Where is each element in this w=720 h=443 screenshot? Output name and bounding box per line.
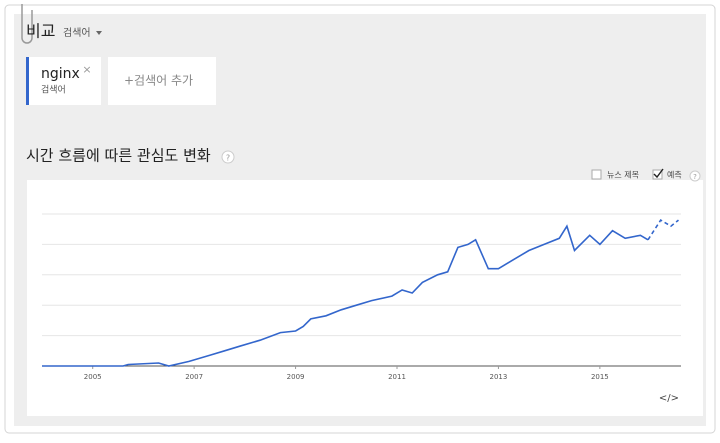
add-term-card[interactable]: [108, 57, 216, 105]
term-name: nginx: [41, 66, 80, 82]
x-tick-label: 2015: [591, 373, 609, 381]
term-card[interactable]: [26, 57, 101, 105]
embed-icon[interactable]: </>: [659, 393, 679, 404]
series-line: [647, 219, 680, 241]
chart-panel: [27, 180, 703, 416]
forecast-label[interactable]: 예측: [667, 170, 682, 180]
news-label[interactable]: 뉴스 제목: [607, 171, 639, 180]
news-checkbox[interactable]: [591, 169, 602, 180]
term-remove[interactable]: ×: [82, 63, 91, 76]
term-kind: 검색어: [41, 84, 66, 96]
x-tick-label: 2011: [388, 373, 406, 381]
term-dropdown[interactable]: 검색어: [63, 27, 91, 39]
x-tick-label: 2005: [84, 373, 102, 381]
help-text[interactable]: ?: [226, 154, 230, 163]
add-term[interactable]: +검색어 추가: [124, 74, 193, 88]
controls-help-icon[interactable]: [689, 170, 701, 182]
check-mark: [653, 168, 664, 179]
help-icon[interactable]: [221, 150, 235, 164]
x-tick-label: 2009: [287, 373, 305, 381]
x-tick-label: 2013: [490, 373, 508, 381]
section-title: 시간 흐름에 따른 관심도 변화: [26, 147, 211, 165]
x-tick-label: 2007: [185, 373, 203, 381]
series-line: [42, 224, 649, 367]
clip-icon: [21, 4, 33, 44]
dropdown-arrow[interactable]: [96, 31, 102, 35]
controls-help[interactable]: ?: [693, 173, 697, 181]
term-color: [26, 57, 29, 105]
header-title: 비교: [26, 22, 55, 41]
forecast-checkbox[interactable]: [652, 169, 663, 180]
